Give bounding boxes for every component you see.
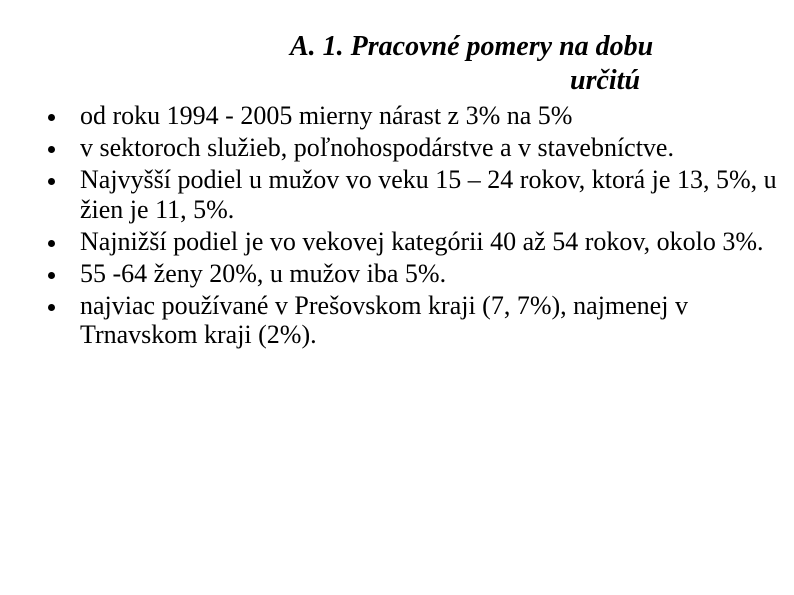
bullet-text: 55 -64 ženy 20%, u mužov iba 5%. xyxy=(80,259,446,288)
bullet-text: Najvyšší podiel u mužov vo veku 15 – 24 … xyxy=(80,165,777,224)
title-line-2: určitú xyxy=(570,65,640,96)
title-line-1: A. 1. Pracovné pomery na dobu xyxy=(290,31,653,62)
list-item: v sektoroch služieb, poľnohospodárstve a… xyxy=(40,133,784,163)
list-item: najviac používané v Prešovskom kraji (7,… xyxy=(40,291,784,351)
list-item: od roku 1994 - 2005 mierny nárast z 3% n… xyxy=(40,101,784,131)
bullet-text: od roku 1994 - 2005 mierny nárast z 3% n… xyxy=(80,101,572,130)
slide-title: A. 1. Pracovné pomery na dobu určitú xyxy=(290,30,784,97)
list-item: Najvyšší podiel u mužov vo veku 15 – 24 … xyxy=(40,165,784,225)
bullet-list: od roku 1994 - 2005 mierny nárast z 3% n… xyxy=(40,101,784,350)
bullet-text: v sektoroch služieb, poľnohospodárstve a… xyxy=(80,133,674,162)
list-item: Najnižší podiel je vo vekovej kategórii … xyxy=(40,227,784,257)
list-item: 55 -64 ženy 20%, u mužov iba 5%. xyxy=(40,259,784,289)
bullet-text: Najnižší podiel je vo vekovej kategórii … xyxy=(80,227,764,256)
bullet-text: najviac používané v Prešovskom kraji (7,… xyxy=(80,291,688,350)
